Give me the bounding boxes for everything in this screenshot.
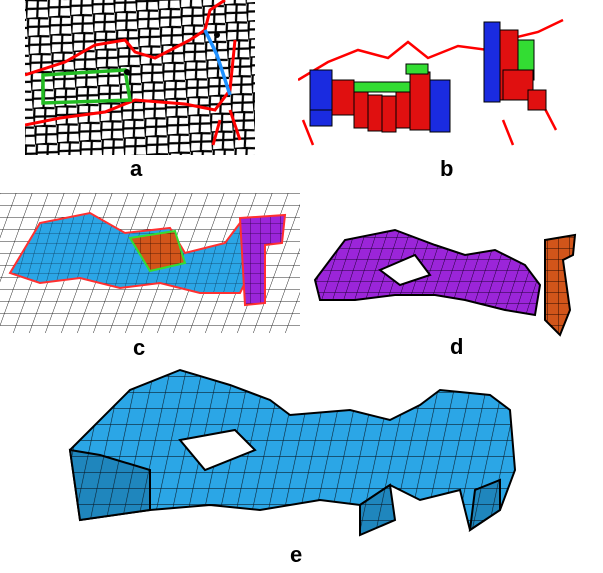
cell-block-left <box>309 63 451 133</box>
panel-e-surface <box>60 360 540 545</box>
panel-c-surface <box>0 193 300 333</box>
orange-surface <box>544 233 577 337</box>
panel-a <box>25 0 255 155</box>
panel-c <box>0 193 300 333</box>
panel-a-label: a <box>130 156 143 181</box>
orange-region <box>128 229 187 273</box>
panel-d-surface <box>305 215 600 345</box>
panel-e-label: e <box>290 542 303 567</box>
red-boundary <box>25 0 226 77</box>
panel-b <box>298 10 568 150</box>
green-loop <box>41 68 133 105</box>
front-wall <box>68 448 151 522</box>
panel-d <box>305 215 600 345</box>
panel-d-label: d <box>450 334 464 359</box>
panel-b-cells <box>298 10 568 150</box>
cell-block-right <box>483 21 547 111</box>
blue-path <box>203 29 232 96</box>
inner-hole <box>178 428 257 472</box>
cyan-surface-back <box>68 368 517 532</box>
purple-region <box>238 213 287 307</box>
panel-e <box>60 360 540 545</box>
panel-b-label: b <box>440 156 454 181</box>
panel-c-label: c <box>133 335 146 360</box>
panel-a-mesh <box>25 0 255 155</box>
